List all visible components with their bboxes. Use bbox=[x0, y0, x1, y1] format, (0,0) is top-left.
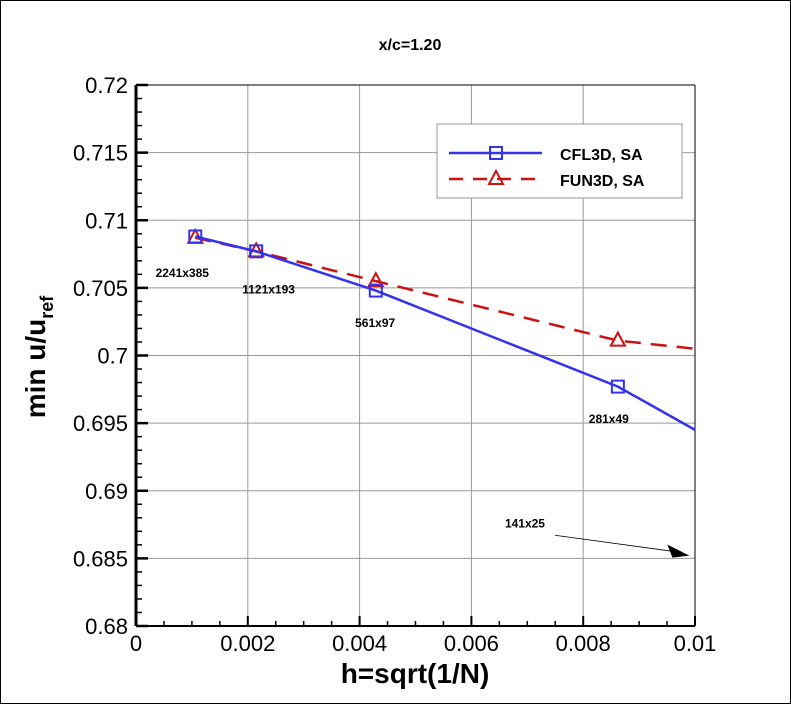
square-marker bbox=[610, 379, 625, 394]
square-marker bbox=[188, 229, 203, 244]
grid-size-label: 2241x385 bbox=[156, 266, 210, 280]
x-tick-label: 0.004 bbox=[332, 631, 387, 656]
chart-title: x/c=1.20 bbox=[379, 37, 442, 54]
grid-size-label: 561x97 bbox=[355, 316, 395, 330]
y-tick-label: 0.71 bbox=[85, 208, 128, 233]
y-tick-label: 0.68 bbox=[85, 614, 128, 639]
annotation-arrow bbox=[554, 534, 676, 553]
legend-label: CFL3D, SA bbox=[560, 147, 643, 164]
y-tick-label: 0.72 bbox=[85, 73, 128, 98]
x-tick-label: 0 bbox=[130, 631, 142, 656]
y-tick-label: 0.715 bbox=[73, 141, 128, 166]
x-tick-label: 0.01 bbox=[674, 631, 717, 656]
triangle-marker bbox=[186, 227, 204, 244]
triangle-marker bbox=[367, 271, 385, 288]
axes: 0 0.002 0.004 0.006 0.008 0.01 0.68 0.685 0.69 0.… bbox=[73, 73, 716, 656]
legend: CFL3D, SA FUN3D, SA bbox=[436, 123, 683, 199]
triangle-marker bbox=[487, 168, 505, 185]
x-axis-label: h=sqrt(1/N) bbox=[341, 658, 490, 689]
y-tick-label: 0.69 bbox=[85, 479, 128, 504]
grid-size-label: 281x49 bbox=[589, 412, 629, 426]
x-tick-label: 0.008 bbox=[556, 631, 611, 656]
y-tick-label: 0.7 bbox=[97, 344, 128, 369]
y-tick-label: 0.695 bbox=[73, 411, 128, 436]
legend-label: FUN3D, SA bbox=[560, 173, 645, 190]
y-tick-label: 0.685 bbox=[73, 546, 128, 571]
square-marker bbox=[368, 283, 383, 298]
grid-size-label: 1121x193 bbox=[242, 282, 295, 296]
x-tick-label: 0.006 bbox=[444, 631, 499, 656]
series bbox=[186, 227, 696, 431]
y-tick-label: 0.705 bbox=[73, 276, 128, 301]
series-line bbox=[194, 235, 696, 431]
x-tick-label: 0.002 bbox=[220, 631, 275, 656]
square-marker bbox=[489, 146, 503, 160]
arrowhead-icon bbox=[667, 544, 690, 558]
annotations: 2241x385 1121x193 561x97 281x49 141x25 bbox=[156, 266, 690, 558]
square-marker bbox=[249, 244, 264, 259]
grid-size-label: 141x25 bbox=[505, 516, 545, 530]
triangle-marker bbox=[609, 330, 627, 347]
legend-box bbox=[436, 123, 683, 199]
y-axis-label: min u/uref bbox=[20, 295, 57, 419]
